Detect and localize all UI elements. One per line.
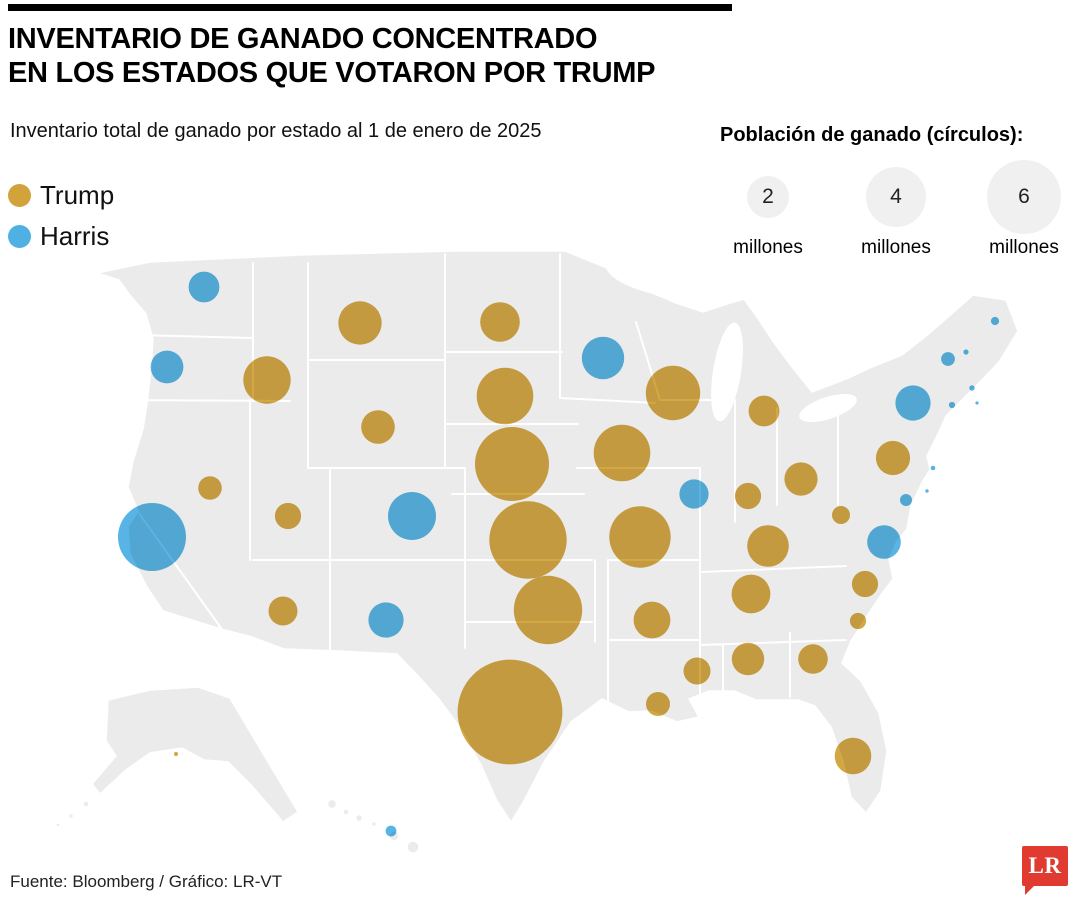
state-bubble-MN bbox=[581, 336, 625, 380]
state-bubble-OR bbox=[150, 350, 184, 384]
trump-color-dot-icon bbox=[8, 184, 31, 207]
hawaii-shape bbox=[326, 798, 420, 854]
state-bubble-NC bbox=[851, 570, 879, 598]
state-bubble-IA bbox=[593, 424, 651, 482]
title-line-1: INVENTARIO DE GANADO CONCENTRADO bbox=[8, 23, 598, 55]
state-bubble-IL bbox=[679, 479, 709, 509]
subtitle: Inventario total de ganado por estado al… bbox=[10, 120, 542, 142]
state-bubble-NJ bbox=[930, 465, 936, 471]
state-bubble-MS bbox=[683, 657, 711, 685]
state-borders bbox=[96, 253, 847, 711]
size-value: 2 bbox=[762, 184, 774, 208]
state-bubble-AR bbox=[633, 601, 671, 639]
harris-label: Harris bbox=[40, 221, 110, 251]
alaska-shape bbox=[55, 686, 300, 828]
size-unit-label: millones bbox=[989, 237, 1059, 258]
state-bubble-VA bbox=[867, 525, 901, 559]
state-bubble-SC bbox=[849, 612, 867, 630]
size-legend-item-2m: 2 millones bbox=[720, 157, 816, 259]
state-bubble-AZ bbox=[268, 596, 298, 626]
trump-label: Trump bbox=[40, 180, 115, 210]
lr-logo-text: LR bbox=[1028, 853, 1062, 878]
state-bubble-UT bbox=[274, 502, 302, 530]
state-bubble-RI bbox=[975, 401, 979, 405]
state-bubble-ND bbox=[480, 302, 520, 342]
state-bubble-FL bbox=[834, 737, 872, 775]
state-bubble-MI bbox=[748, 395, 780, 427]
state-bubble-NE bbox=[475, 427, 549, 501]
size-circle-holder: 6 bbox=[987, 157, 1061, 237]
state-bubble-IN bbox=[734, 482, 762, 510]
state-bubble-OH bbox=[784, 462, 818, 496]
state-bubble-MA bbox=[969, 385, 975, 391]
state-bubble-TN bbox=[731, 574, 771, 614]
state-bubble-NV bbox=[198, 476, 222, 500]
size-legend-title: Población de ganado (círculos): bbox=[720, 124, 1024, 146]
lr-logo: LR bbox=[1022, 846, 1068, 895]
state-bubble-ID bbox=[243, 356, 291, 404]
state-bubble-ME bbox=[990, 316, 1000, 326]
state-bubble-NM bbox=[368, 602, 404, 638]
state-bubble-KY bbox=[747, 525, 789, 567]
state-bubble-CO bbox=[388, 492, 436, 540]
size-value: 6 bbox=[1018, 184, 1030, 208]
source-credit: Fuente: Bloomberg / Gráfico: LR-VT bbox=[10, 872, 283, 891]
size-circle-holder: 4 bbox=[866, 157, 926, 237]
size-circle-4m: 4 bbox=[866, 167, 926, 227]
state-bubble-MO bbox=[609, 506, 671, 568]
size-circle-6m: 6 bbox=[987, 160, 1061, 234]
state-bubble-HI bbox=[385, 825, 397, 837]
state-bubble-WA bbox=[188, 271, 220, 303]
state-bubble-WV bbox=[832, 506, 850, 524]
state-bubble-AK bbox=[173, 751, 179, 757]
size-legend-item-6m: 6 millones bbox=[976, 157, 1072, 259]
size-circle-holder: 2 bbox=[746, 157, 790, 237]
state-bubble-WI bbox=[645, 365, 701, 421]
legend-item-trump: Trump bbox=[8, 180, 114, 211]
state-bubble-VT bbox=[941, 352, 955, 366]
party-legend: Trump Harris bbox=[8, 180, 114, 262]
state-bubble-WY bbox=[361, 410, 395, 444]
title-line-2: EN LOS ESTADOS QUE VOTARON POR TRUMP bbox=[8, 57, 656, 90]
size-value: 4 bbox=[890, 185, 902, 208]
size-legend-item-4m: 4 millones bbox=[848, 157, 944, 259]
state-bubble-CT bbox=[948, 401, 956, 409]
state-bubble-NH bbox=[963, 349, 969, 355]
top-rule bbox=[8, 4, 732, 11]
state-bubble-DE bbox=[925, 489, 929, 493]
state-bubble-MD bbox=[900, 494, 912, 506]
state-bubble-SD bbox=[476, 367, 534, 425]
state-bubble-NY bbox=[895, 385, 931, 421]
legend-item-harris: Harris bbox=[8, 221, 114, 252]
size-legend-items: 2 millones 4 millones 6 bbox=[720, 157, 1072, 259]
state-bubble-TX bbox=[457, 659, 563, 765]
great-lakes bbox=[606, 258, 857, 422]
state-bubble-KS bbox=[489, 501, 567, 579]
state-bubble-LA bbox=[646, 692, 670, 716]
state-bubble-OK bbox=[513, 575, 583, 645]
state-bubble-GA bbox=[798, 644, 828, 674]
page-title: INVENTARIO DE GANADO CONCENTRADO EN LOS … bbox=[8, 22, 655, 90]
size-circle-2m: 2 bbox=[746, 175, 790, 219]
state-bubble-PA bbox=[875, 440, 911, 476]
state-bubble-MT bbox=[338, 301, 382, 345]
state-bubble-AL bbox=[731, 642, 765, 676]
size-legend: Población de ganado (círculos): 2 millon… bbox=[720, 124, 1072, 259]
size-unit-label: millones bbox=[861, 237, 931, 258]
harris-color-dot-icon bbox=[8, 225, 31, 248]
size-unit-label: millones bbox=[733, 237, 803, 258]
cattle-bubbles bbox=[118, 271, 1000, 837]
state-bubble-CA bbox=[118, 503, 186, 571]
